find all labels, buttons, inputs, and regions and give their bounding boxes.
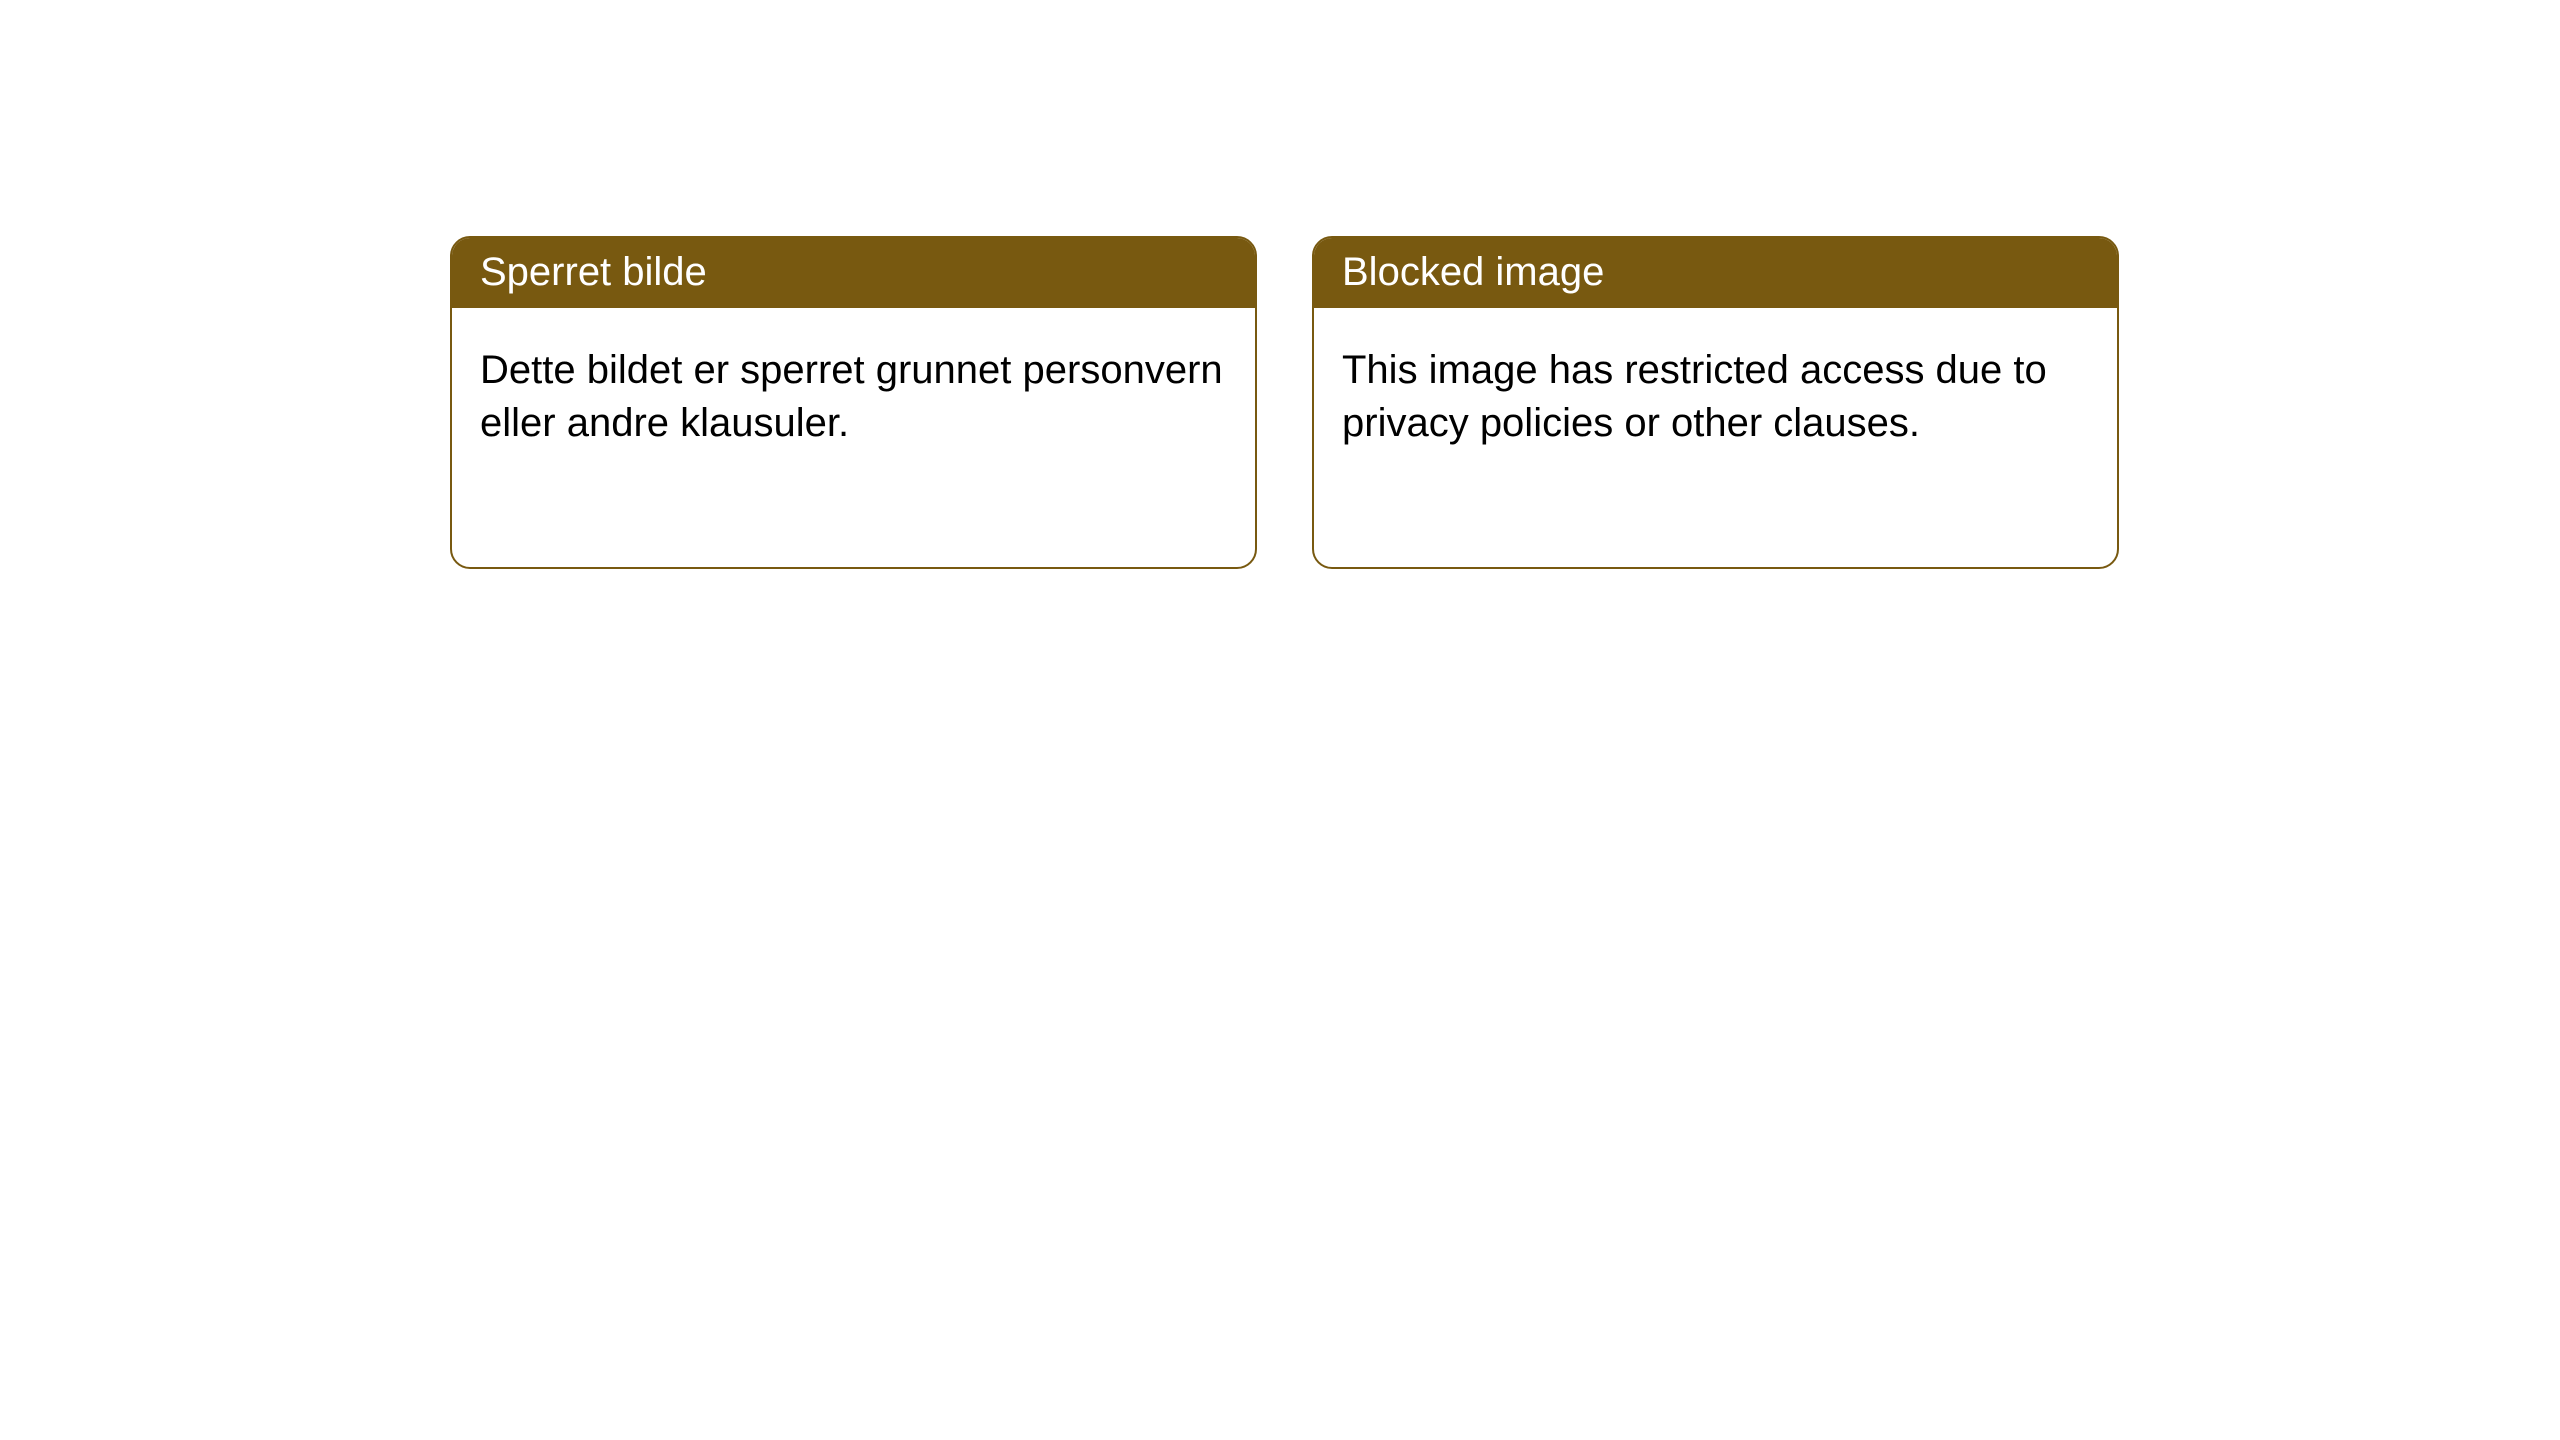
card-body-norwegian: Dette bildet er sperret grunnet personve… (452, 308, 1255, 486)
card-body-english: This image has restricted access due to … (1314, 308, 2117, 486)
card-header-english: Blocked image (1314, 238, 2117, 308)
cards-container: Sperret bilde Dette bildet er sperret gr… (0, 0, 2560, 569)
card-header-norwegian: Sperret bilde (452, 238, 1255, 308)
card-norwegian: Sperret bilde Dette bildet er sperret gr… (450, 236, 1257, 569)
card-english: Blocked image This image has restricted … (1312, 236, 2119, 569)
